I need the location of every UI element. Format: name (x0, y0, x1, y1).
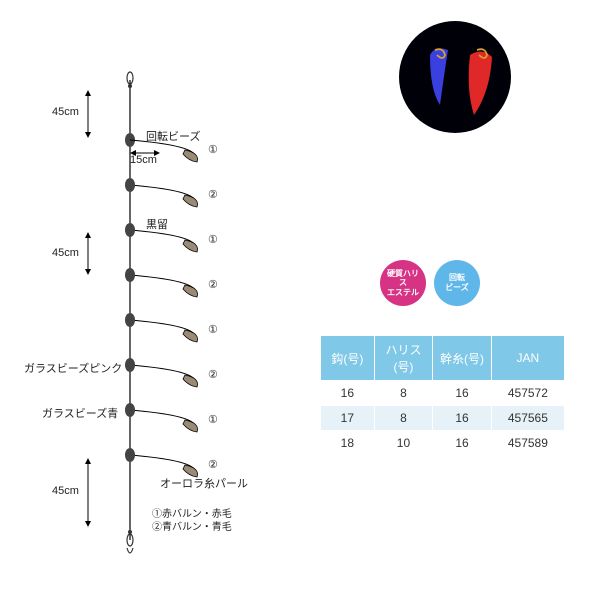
label-blackstop: 黒留 (146, 216, 168, 232)
circ-2d: ② (208, 458, 218, 471)
label-aurora: オーロラ糸パール (160, 475, 248, 491)
table-cell: 16 (433, 431, 492, 456)
label-seg-bot: 45cm (52, 485, 79, 497)
table-row: 17816457565 (321, 406, 565, 431)
table: 鈎(号)ハリス(号)幹糸(号)JAN 168164575721781645756… (320, 335, 565, 456)
table-cell: 457565 (491, 406, 564, 431)
circ-1d: ① (208, 413, 218, 426)
circ-1c: ① (208, 323, 218, 336)
table-header: 幹糸(号) (433, 336, 492, 381)
table-cell: 16 (433, 381, 492, 406)
badge-rotbead: 回転 ビーズ (434, 260, 480, 306)
circ-2a: ② (208, 188, 218, 201)
rig-diagram: 45cm 15cm 回転ビーズ ① ② 黒留 ① 45cm ② ① ガラスビーズ… (30, 70, 310, 570)
circ-2c: ② (208, 368, 218, 381)
circ-2b: ② (208, 278, 218, 291)
label-seg-top: 45cm (52, 106, 79, 118)
label-seg-mid: 45cm (52, 247, 79, 259)
legend-2: ②青バルン・青毛 (152, 518, 232, 533)
badge-row: 硬質ハリス エステル 回転 ビーズ (380, 260, 480, 306)
table-cell: 17 (321, 406, 375, 431)
label-branch: 15cm (130, 154, 157, 166)
circ-1a: ① (208, 143, 218, 156)
table-row: 181016457589 (321, 431, 565, 456)
table-header: JAN (491, 336, 564, 381)
label-glass-pink: ガラスビーズピンク (24, 360, 122, 376)
label-rotbead: 回転ビーズ (146, 128, 200, 144)
table-cell: 16 (433, 406, 492, 431)
table-header: 鈎(号) (321, 336, 375, 381)
table-cell: 10 (374, 431, 433, 456)
table-cell: 8 (374, 406, 433, 431)
table-cell: 16 (321, 381, 375, 406)
product-image (385, 20, 525, 135)
table-header: ハリス(号) (374, 336, 433, 381)
table-cell: 8 (374, 381, 433, 406)
spec-table: 鈎(号)ハリス(号)幹糸(号)JAN 168164575721781645756… (320, 335, 565, 456)
circ-1b: ① (208, 233, 218, 246)
table-row: 16816457572 (321, 381, 565, 406)
table-cell: 18 (321, 431, 375, 456)
table-cell: 457572 (491, 381, 564, 406)
label-glass-blue: ガラスビーズ青 (42, 405, 118, 421)
badge-ester: 硬質ハリス エステル (380, 260, 426, 306)
table-cell: 457589 (491, 431, 564, 456)
